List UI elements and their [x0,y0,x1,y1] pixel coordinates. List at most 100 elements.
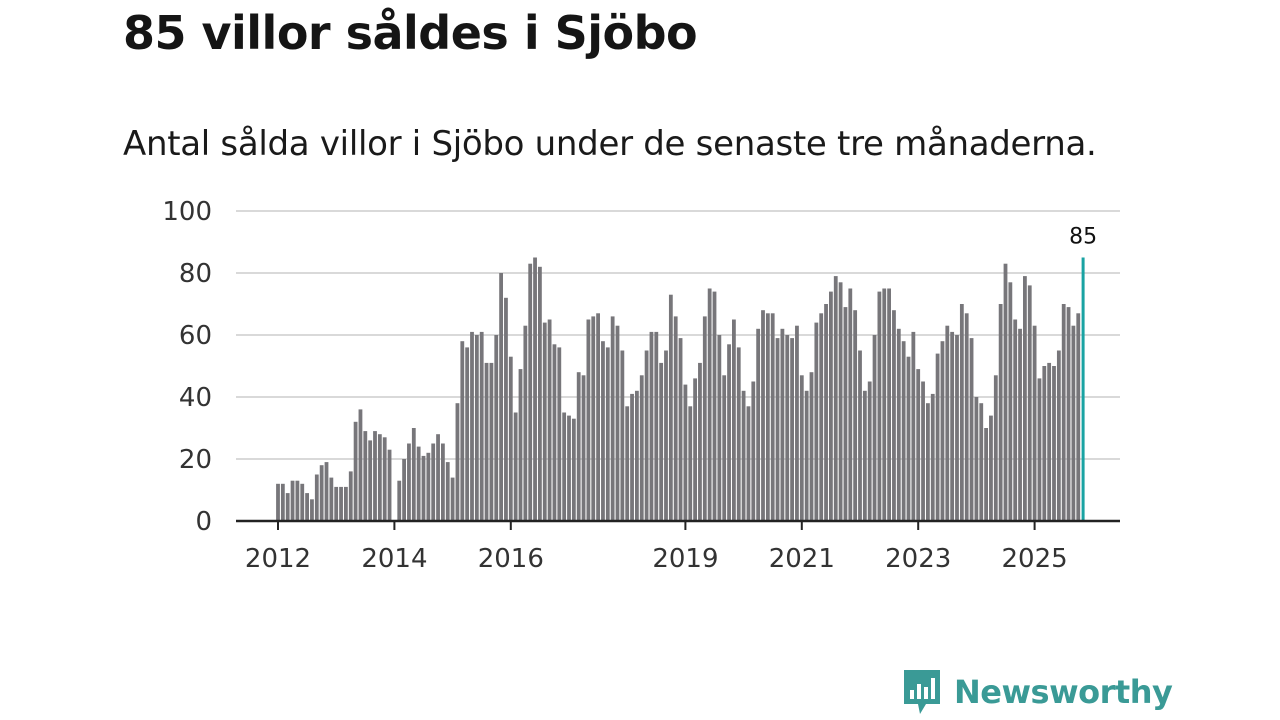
bar [445,462,450,521]
bar [906,356,911,521]
bar [470,331,474,521]
bar [707,288,712,521]
bar [508,356,513,521]
bar [436,434,440,521]
bar [649,331,654,521]
bar [310,499,314,521]
bar [387,449,392,521]
bar [712,291,717,521]
bar [368,440,373,521]
bar [756,328,761,521]
bar [698,362,702,521]
x-tick-label: 2016 [478,544,544,574]
bar [644,350,649,521]
bar [790,338,794,521]
bar [314,474,319,521]
bar [421,455,426,521]
newsworthy-logo-icon [904,670,940,714]
bar [290,480,295,521]
bar [722,375,727,521]
bar [474,335,479,521]
page-title: 85 villor såldes i Sjöbo [123,6,698,60]
bar [882,288,887,521]
bar [489,362,494,521]
bar [979,403,984,521]
bar [630,393,634,521]
bar [804,390,809,521]
bar [1023,276,1027,521]
bar [867,381,872,521]
bar [567,415,571,521]
bar [601,341,605,521]
bar [382,437,387,521]
bar [916,369,921,521]
bar [1047,362,1052,521]
bar [571,418,576,521]
bar [1056,350,1061,521]
bar [727,344,731,521]
bar [950,331,955,521]
bar [596,313,600,521]
bar [504,297,508,521]
y-tick-label: 0 [195,507,212,537]
bar [441,443,445,521]
bar [785,335,790,521]
bar [455,403,460,521]
bar [1061,304,1066,521]
bar [673,316,678,521]
bar [751,381,756,521]
bar [513,412,518,521]
bar [761,310,765,521]
bar [862,390,867,521]
bar [344,486,348,521]
bar [795,325,799,521]
bar [969,338,974,521]
bar [533,257,537,521]
bar [1027,285,1032,521]
bar [664,350,668,521]
x-tick-label: 2025 [1002,544,1068,574]
bar [853,310,858,521]
bar [940,341,945,521]
bar [280,483,285,521]
x-tick-label: 2012 [245,544,311,574]
bar [819,313,824,521]
bar [426,452,431,521]
y-tick-label: 100 [162,197,212,227]
bar [678,338,683,521]
bar [732,319,736,521]
bar [921,381,925,521]
bar [901,341,906,521]
bar [974,397,979,521]
bar [858,350,862,521]
bar [363,431,368,521]
bar [1052,366,1056,521]
bar [610,316,615,521]
bar [809,372,814,521]
bar [620,350,625,521]
bar [479,331,484,521]
bar [926,403,930,521]
bar [523,325,528,521]
bar [431,443,436,521]
chart-subtitle: Antal sålda villor i Sjöbo under de sena… [123,124,1097,164]
bar [668,294,673,521]
x-tick-label: 2021 [769,544,835,574]
bar [586,319,591,521]
highlight-bar [1081,257,1085,521]
bar [1008,282,1013,521]
bar [780,328,785,521]
y-tick-label: 80 [179,259,212,289]
bar [460,341,465,521]
bar [829,291,833,521]
bar [324,462,329,521]
bar [300,483,305,521]
y-tick-label: 40 [179,383,212,413]
bar [484,362,489,521]
bar [1013,319,1018,521]
bar [984,428,988,521]
bar [848,288,853,521]
bar [775,338,780,521]
bar-chart: 0 20 40 60 80 100 85 2012 2014 2016 2019 2021 2023 20… [162,197,1120,574]
bar [377,434,382,521]
